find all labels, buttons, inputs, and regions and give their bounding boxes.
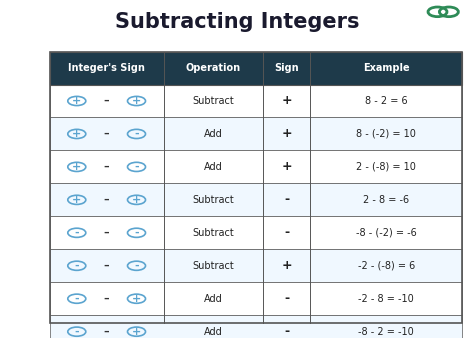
Text: +: + (282, 259, 292, 272)
Text: +: + (132, 294, 141, 304)
Text: Sign: Sign (274, 64, 299, 73)
Text: Subtract: Subtract (192, 261, 234, 271)
Text: -2 - (-8) = 6: -2 - (-8) = 6 (358, 261, 415, 271)
Text: –: – (104, 96, 109, 106)
Text: Subtract: Subtract (192, 228, 234, 238)
Text: 2 - (-8) = 10: 2 - (-8) = 10 (356, 162, 416, 172)
Text: +: + (72, 96, 82, 106)
Text: -8 - 2 = -10: -8 - 2 = -10 (358, 327, 414, 337)
Bar (50, 84, 462, 118)
Text: Subtract: Subtract (192, 96, 234, 106)
Text: Example: Example (363, 64, 410, 73)
Text: Add: Add (204, 162, 223, 172)
Text: +: + (72, 195, 82, 205)
Text: 8 - (-2) = 10: 8 - (-2) = 10 (356, 129, 416, 139)
Text: +: + (72, 129, 82, 139)
Text: -: - (284, 226, 289, 239)
Text: Add: Add (204, 129, 223, 139)
Text: -: - (284, 325, 289, 338)
Text: -: - (134, 162, 139, 172)
Bar (50, 249, 462, 282)
Text: Subtract: Subtract (192, 195, 234, 205)
Text: -: - (74, 228, 79, 238)
Text: –: – (104, 162, 109, 172)
Text: –: – (104, 327, 109, 337)
Bar (50, 315, 462, 338)
Text: -: - (134, 228, 139, 238)
Bar (50, 52, 462, 323)
Text: +: + (282, 127, 292, 140)
Text: -: - (74, 294, 79, 304)
Text: +: + (72, 162, 82, 172)
Text: +: + (132, 195, 141, 205)
Text: 8 - 2 = 6: 8 - 2 = 6 (365, 96, 408, 106)
Text: Add: Add (204, 294, 223, 304)
Text: Add: Add (204, 327, 223, 337)
Text: –: – (104, 129, 109, 139)
Text: Integer's Sign: Integer's Sign (68, 64, 145, 73)
Bar (50, 52, 462, 84)
Text: -: - (74, 327, 79, 337)
Text: -: - (284, 193, 289, 206)
Text: –: – (104, 195, 109, 205)
Text: +: + (132, 96, 141, 106)
Bar (50, 118, 462, 150)
Text: –: – (104, 261, 109, 271)
Text: -: - (134, 261, 139, 271)
Bar (50, 282, 462, 315)
Text: +: + (132, 327, 141, 337)
Text: –: – (104, 228, 109, 238)
Text: -2 - 8 = -10: -2 - 8 = -10 (358, 294, 414, 304)
Text: +: + (282, 95, 292, 107)
Text: -: - (284, 292, 289, 305)
Text: Subtracting Integers: Subtracting Integers (115, 12, 359, 32)
Bar (50, 216, 462, 249)
Text: 2 - 8 = -6: 2 - 8 = -6 (363, 195, 410, 205)
Text: -: - (74, 261, 79, 271)
Text: -8 - (-2) = -6: -8 - (-2) = -6 (356, 228, 417, 238)
Text: –: – (104, 294, 109, 304)
Text: -: - (134, 129, 139, 139)
Bar (50, 150, 462, 184)
Text: Operation: Operation (186, 64, 241, 73)
Text: +: + (282, 161, 292, 173)
Bar (50, 183, 462, 216)
